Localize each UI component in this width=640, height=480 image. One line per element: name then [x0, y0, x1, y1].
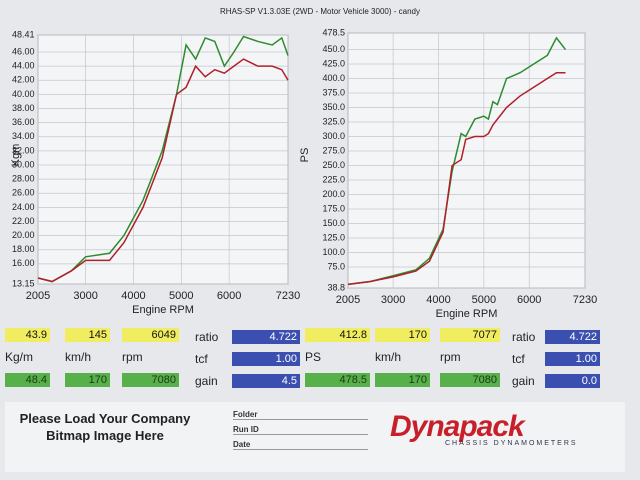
readout-value: 145 [65, 328, 110, 342]
factor-value: 4.722 [545, 330, 600, 344]
y-tick-label: 24.00 [12, 202, 35, 212]
y-tick-label: 275.0 [322, 145, 345, 155]
brand-sub: CHASSIS DYNAMOMETERS [445, 440, 578, 447]
series-line [347, 71, 566, 286]
charts: RHAS-SP V1.3.03E (2WD - Motor Vehicle 30… [10, 7, 597, 320]
y-tick-label: 200.0 [322, 189, 345, 199]
y-tick-label: 425.0 [322, 58, 345, 68]
factor-label: tcf [512, 352, 525, 366]
factor-value: 4.5 [232, 374, 300, 388]
factor-value: 1.00 [545, 352, 600, 366]
unit-label: km/h [65, 350, 92, 364]
factor-label: gain [512, 374, 535, 388]
y-tick-label: 18.00 [12, 244, 35, 254]
y-tick-label: 100.0 [322, 247, 345, 257]
x-tick-label: 2005 [26, 290, 50, 302]
readout-value: 7077 [440, 328, 500, 342]
factor-label: tcf [195, 352, 208, 366]
sheet-title: RHAS-SP V1.3.03E (2WD - Motor Vehicle 30… [220, 7, 420, 16]
x-tick-label: 7230 [573, 294, 597, 306]
y-tick-label: 26.00 [12, 188, 35, 198]
field-label: Run ID [233, 425, 368, 435]
series-line [347, 36, 567, 286]
readout-value: 43.9 [5, 328, 50, 342]
readout-value: 6049 [122, 328, 179, 342]
y-tick-label: 400.0 [322, 73, 345, 83]
y-tick-label: 300.0 [322, 131, 345, 141]
y-tick-label: 325.0 [322, 116, 345, 126]
x-tick-label: 2005 [336, 294, 360, 306]
peak-value: 7080 [440, 373, 500, 387]
plot-area [347, 32, 586, 289]
unit-label: rpm [122, 350, 143, 364]
y-tick-label: 150.0 [322, 218, 345, 228]
y-tick-label: 125.0 [322, 232, 345, 242]
unit-label: km/h [375, 350, 402, 364]
y-tick-label: 16.00 [12, 258, 35, 268]
y-tick-label: 75.0 [327, 261, 345, 271]
peak-value: 170 [375, 373, 430, 387]
field-label: Date [233, 440, 368, 450]
y-axis-label: Kgm [10, 144, 22, 167]
y-axis-label: PS [299, 148, 311, 163]
x-tick-label: 6000 [217, 290, 241, 302]
y-tick-label: 46.00 [12, 46, 35, 56]
x-tick-label: 3000 [381, 294, 405, 306]
footer: Please Load Your Company Bitmap Image He… [5, 402, 625, 472]
y-tick-label: 478.5 [322, 27, 345, 37]
readout-value: 412.8 [305, 328, 370, 342]
x-tick-label: 4000 [426, 294, 450, 306]
y-tick-label: 22.00 [12, 216, 35, 226]
y-tick-label: 32.00 [12, 145, 35, 155]
x-axis-label: Engine RPM [436, 308, 498, 320]
y-tick-label: 13.15 [12, 278, 35, 288]
readout-value: 170 [375, 328, 430, 342]
factor-value: 0.0 [545, 374, 600, 388]
x-tick-label: 7230 [276, 290, 300, 302]
factor-value: 1.00 [232, 352, 300, 366]
factor-value: 4.722 [232, 330, 300, 344]
factor-label: ratio [195, 330, 219, 344]
y-tick-label: 30.00 [12, 159, 35, 169]
y-tick-label: 42.00 [12, 75, 35, 85]
y-tick-label: 38.00 [12, 103, 35, 113]
factor-label: ratio [512, 330, 536, 344]
y-tick-label: 40.00 [12, 89, 35, 99]
x-tick-label: 4000 [121, 290, 145, 302]
y-tick-label: 28.00 [12, 174, 35, 184]
bitmap-note: Please Load Your Company Bitmap Image He… [19, 411, 191, 443]
field-label: Folder [233, 410, 368, 420]
y-tick-label: 38.8 [327, 282, 345, 292]
y-tick-label: 44.00 [12, 61, 35, 71]
peak-value: 7080 [122, 373, 179, 387]
x-tick-label: 5000 [472, 294, 496, 306]
peak-value: 170 [65, 373, 110, 387]
peak-value: 48.4 [5, 373, 50, 387]
y-tick-label: 36.00 [12, 117, 35, 127]
unit-label: Kg/m [5, 350, 34, 364]
series-line [37, 35, 289, 283]
factor-label: gain [195, 374, 218, 388]
brand: Dynapack [390, 410, 525, 443]
y-tick-label: 250.0 [322, 160, 345, 170]
y-tick-label: 375.0 [322, 87, 345, 97]
y-tick-label: 450.0 [322, 44, 345, 54]
unit-label: PS [305, 350, 322, 364]
y-tick-label: 48.41 [12, 29, 35, 39]
x-tick-label: 3000 [73, 290, 97, 302]
y-tick-label: 175.0 [322, 203, 345, 213]
x-tick-label: 6000 [517, 294, 541, 306]
y-tick-label: 34.00 [12, 131, 35, 141]
x-axis-label: Engine RPM [132, 304, 194, 316]
plot-area [37, 34, 289, 285]
y-tick-label: 225.0 [322, 174, 345, 184]
y-tick-label: 20.00 [12, 230, 35, 240]
peak-value: 478.5 [305, 373, 370, 387]
unit-label: rpm [440, 350, 461, 364]
series-line [37, 58, 289, 283]
y-tick-label: 350.0 [322, 102, 345, 112]
x-tick-label: 5000 [169, 290, 193, 302]
